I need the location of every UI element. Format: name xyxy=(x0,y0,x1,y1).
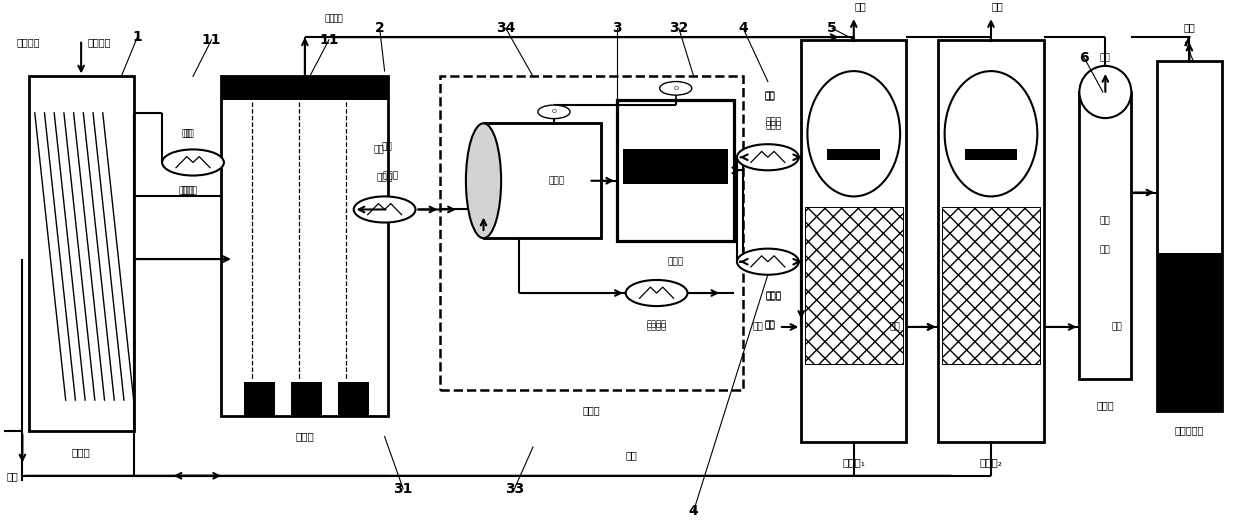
Text: 4: 4 xyxy=(689,504,699,518)
Circle shape xyxy=(353,196,415,222)
Text: 沼气: 沼气 xyxy=(1111,322,1123,331)
Text: 沼液: 沼液 xyxy=(181,129,192,138)
Bar xyxy=(805,207,902,363)
Text: 沼气: 沼气 xyxy=(333,14,343,23)
Text: 注水泵: 注水泵 xyxy=(377,173,393,182)
Circle shape xyxy=(659,81,691,95)
Text: 泵水泵: 泵水泵 xyxy=(178,187,195,196)
Circle shape xyxy=(737,248,799,275)
Text: 气浮机: 气浮机 xyxy=(582,405,601,415)
Text: 沼液: 沼液 xyxy=(764,91,776,100)
Text: 沼气: 沼气 xyxy=(752,322,763,331)
Text: 11: 11 xyxy=(202,33,222,47)
Bar xyxy=(291,382,322,415)
Text: 变速泵: 变速泵 xyxy=(766,291,782,300)
Bar xyxy=(965,149,1017,160)
Bar xyxy=(440,76,743,389)
Circle shape xyxy=(538,105,570,119)
Text: 脱液塔₁: 脱液塔₁ xyxy=(843,456,865,467)
Text: 变速泵: 变速泵 xyxy=(766,117,782,126)
Text: 泵水泵: 泵水泵 xyxy=(181,187,197,196)
Text: 2: 2 xyxy=(375,21,384,35)
Bar xyxy=(483,123,601,238)
Text: 沼气: 沼气 xyxy=(325,14,336,23)
Text: 沼液: 沼液 xyxy=(626,450,638,460)
Text: O: O xyxy=(551,110,556,114)
Bar xyxy=(483,123,601,238)
Text: 干式脱硫罐: 干式脱硫罐 xyxy=(1175,426,1204,435)
Text: 31: 31 xyxy=(394,482,413,496)
Text: 5: 5 xyxy=(828,21,838,35)
Ellipse shape xyxy=(1079,66,1131,118)
Text: O: O xyxy=(673,86,678,91)
Text: 沼气: 沼气 xyxy=(991,1,1004,11)
Text: 沼液: 沼液 xyxy=(764,321,776,330)
Bar xyxy=(1157,61,1222,411)
Text: 沼气: 沼气 xyxy=(1183,22,1196,32)
Text: 3: 3 xyxy=(612,21,622,35)
Text: 注水泵: 注水泵 xyxy=(383,171,399,180)
Text: 沼液: 沼液 xyxy=(764,93,776,102)
Text: 1: 1 xyxy=(133,30,142,44)
Bar xyxy=(617,100,735,241)
Bar xyxy=(828,149,880,160)
Bar xyxy=(1079,92,1131,379)
Text: 沼气: 沼气 xyxy=(1100,245,1110,254)
Text: 回流水泵: 回流水泵 xyxy=(647,322,667,331)
Bar xyxy=(222,76,388,100)
Text: 11: 11 xyxy=(320,33,338,47)
Bar xyxy=(244,382,275,415)
Text: 沼气: 沼气 xyxy=(854,1,866,11)
Text: 33: 33 xyxy=(504,482,524,496)
Text: 新鲜沼液: 新鲜沼液 xyxy=(16,37,40,47)
Ellipse shape xyxy=(466,123,501,238)
Text: 电解池: 电解池 xyxy=(296,431,315,442)
Text: 沼液: 沼液 xyxy=(183,129,195,138)
Text: 沼气: 沼气 xyxy=(1100,54,1110,63)
Circle shape xyxy=(162,149,224,176)
Circle shape xyxy=(737,144,799,170)
Bar xyxy=(338,382,368,415)
Text: 脱液塔₂: 脱液塔₂ xyxy=(980,456,1002,467)
Text: 变速泵: 变速泵 xyxy=(766,293,782,302)
Bar xyxy=(938,40,1043,442)
Text: 脱水器: 脱水器 xyxy=(1097,400,1114,410)
Text: 6: 6 xyxy=(1079,51,1089,65)
Bar xyxy=(623,149,729,185)
Bar xyxy=(222,76,388,415)
Text: 4: 4 xyxy=(738,21,748,35)
Bar xyxy=(802,40,906,442)
Circle shape xyxy=(626,280,688,306)
Text: 32: 32 xyxy=(669,21,689,35)
Bar xyxy=(28,76,134,431)
Bar xyxy=(1157,253,1222,411)
Text: 沼气: 沼气 xyxy=(1100,217,1110,226)
Text: 回流水泵: 回流水泵 xyxy=(647,320,667,329)
Text: 沼液: 沼液 xyxy=(382,143,393,151)
Text: 气浮机: 气浮机 xyxy=(668,257,684,266)
Text: 7: 7 xyxy=(1181,36,1191,49)
Text: 沼气: 沼气 xyxy=(890,322,901,331)
Text: 沼气: 沼气 xyxy=(6,471,19,481)
Text: 沉淀池: 沉淀池 xyxy=(72,447,90,458)
Text: 新鲜沼液: 新鲜沼液 xyxy=(87,37,110,47)
Text: 34: 34 xyxy=(496,21,515,35)
Text: 变速泵: 变速泵 xyxy=(766,121,782,130)
Text: 沼液: 沼液 xyxy=(373,145,384,154)
Bar xyxy=(942,207,1040,363)
Text: 沼液: 沼液 xyxy=(764,320,776,329)
Text: 空压机: 空压机 xyxy=(549,176,565,185)
